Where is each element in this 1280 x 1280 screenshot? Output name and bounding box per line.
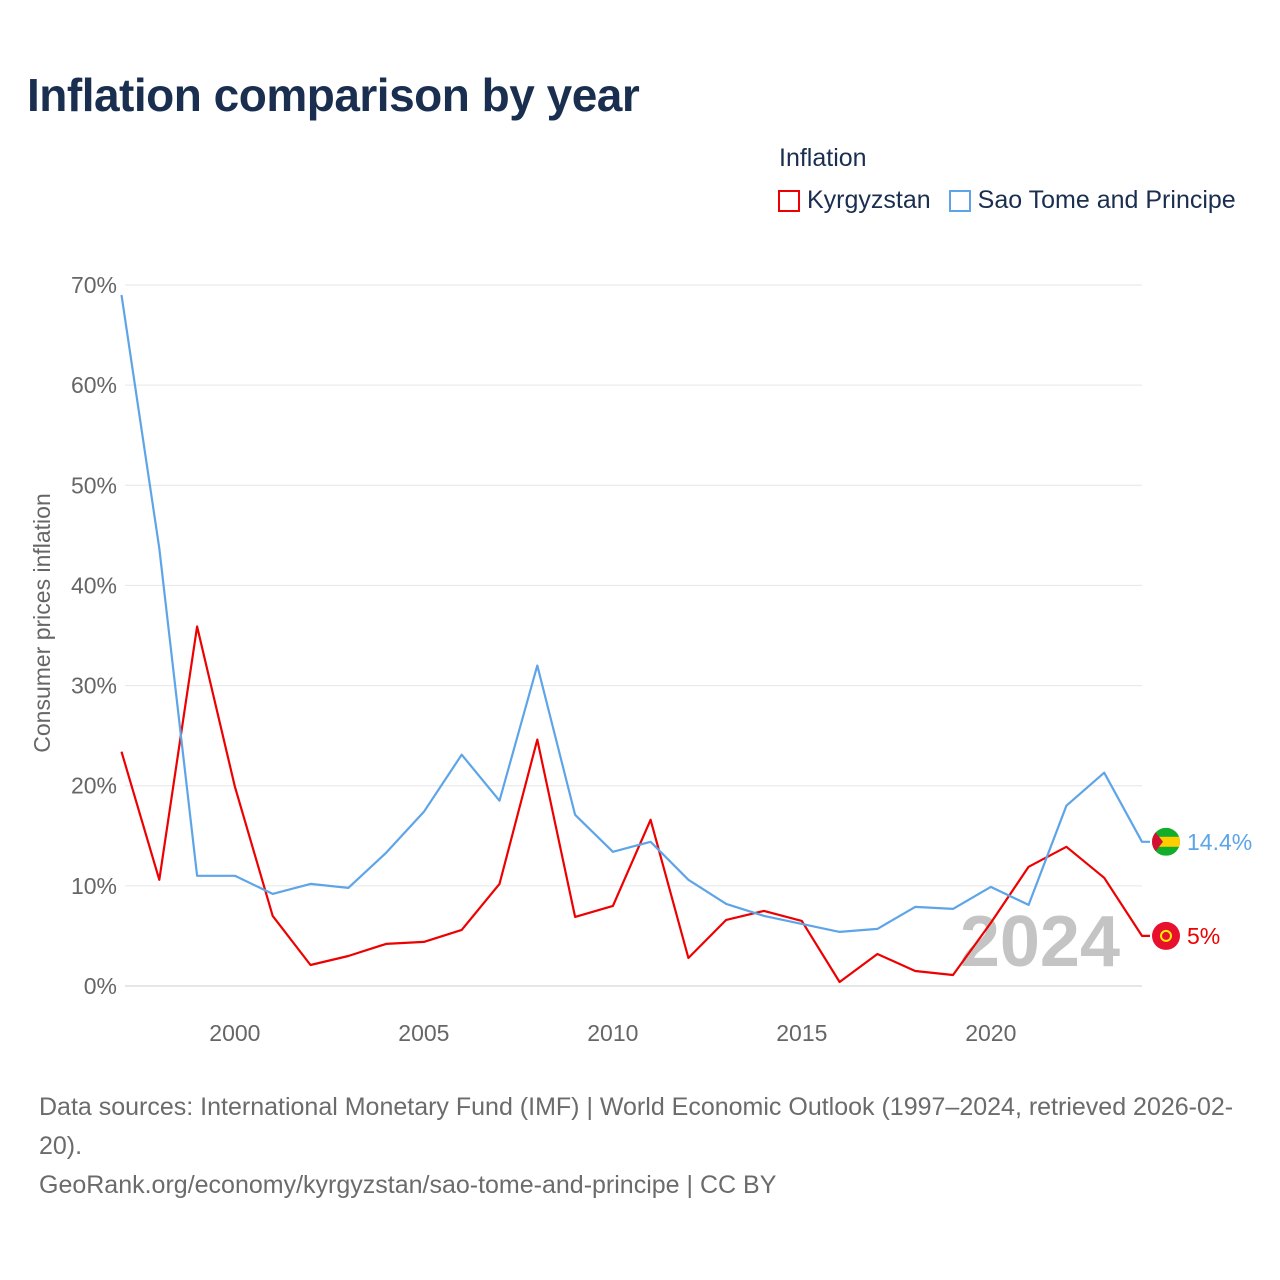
legend-label: Sao Tome and Principe bbox=[977, 186, 1236, 214]
year-watermark: 2024 bbox=[960, 902, 1120, 982]
x-tick-label: 2010 bbox=[587, 1020, 638, 1046]
end-value-label: 14.4% bbox=[1187, 829, 1252, 855]
x-tick-label: 2005 bbox=[398, 1020, 449, 1046]
series-line-0 bbox=[120, 625, 1150, 984]
legend: Kyrgyzstan Sao Tome and Principe bbox=[778, 186, 1236, 215]
data-sources: Data sources: International Monetary Fun… bbox=[39, 1093, 1234, 1160]
flag-sun-icon bbox=[1160, 929, 1172, 942]
y-tick-label: 40% bbox=[71, 572, 117, 598]
legend-swatch-sao-tome bbox=[948, 189, 971, 212]
legend-item-kyrgyzstan[interactable]: Kyrgyzstan bbox=[778, 186, 931, 215]
x-tick-label: 2020 bbox=[965, 1020, 1016, 1046]
series-line-1 bbox=[120, 294, 1150, 934]
y-tick-label: 60% bbox=[71, 372, 117, 398]
y-tick-label: 10% bbox=[71, 873, 117, 899]
x-tick-label: 2015 bbox=[776, 1020, 827, 1046]
legend-item-sao-tome[interactable]: Sao Tome and Principe bbox=[948, 186, 1236, 215]
y-tick-label: 30% bbox=[71, 673, 117, 699]
kyrgyzstan-flag-icon bbox=[1152, 921, 1180, 950]
legend-swatch-kyrgyzstan bbox=[778, 189, 800, 212]
y-tick-label: 20% bbox=[71, 773, 117, 799]
footer: Data sources: International Monetary Fun… bbox=[39, 1088, 1249, 1205]
legend-label: Kyrgyzstan bbox=[807, 186, 931, 214]
x-tick-label: 2000 bbox=[209, 1020, 260, 1046]
source-link[interactable]: GeoRank.org/economy/kyrgyzstan/sao-tome-… bbox=[39, 1171, 777, 1199]
y-tick-label: 70% bbox=[71, 272, 117, 298]
chart-title: Inflation comparison by year bbox=[27, 69, 640, 121]
y-tick-label: 50% bbox=[71, 472, 117, 498]
sao-tome-flag-icon bbox=[1152, 827, 1180, 856]
y-axis-label: Consumer prices inflation bbox=[29, 493, 55, 753]
legend-title: Inflation bbox=[779, 144, 867, 172]
end-value-label: 5% bbox=[1187, 923, 1220, 949]
y-tick-label: 0% bbox=[84, 973, 117, 999]
